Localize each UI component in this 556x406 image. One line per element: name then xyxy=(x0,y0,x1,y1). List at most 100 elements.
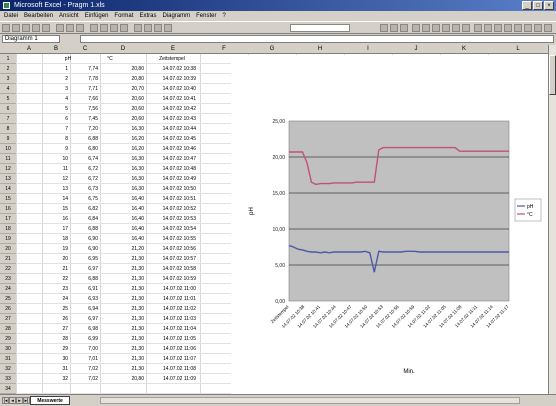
toolbar-button-28[interactable] xyxy=(494,24,502,32)
minimize-button[interactable]: _ xyxy=(522,1,532,10)
row-header[interactable]: 20 xyxy=(0,244,16,254)
row-header[interactable]: 23 xyxy=(0,274,16,284)
last-sheet-button[interactable]: ▸| xyxy=(23,397,30,404)
row-header[interactable]: 12 xyxy=(0,164,16,174)
toolbar-button-31[interactable] xyxy=(524,24,532,32)
row-header[interactable]: 13 xyxy=(0,174,16,184)
next-sheet-button[interactable]: ▸ xyxy=(16,397,23,404)
toolbar-button-32[interactable] xyxy=(534,24,542,32)
toolbar-button-24[interactable] xyxy=(452,24,460,32)
column-header-J[interactable]: J xyxy=(414,46,418,52)
row-header[interactable]: 26 xyxy=(0,304,16,314)
menu-item-2[interactable]: Ansicht xyxy=(59,13,79,19)
row-header[interactable]: 7 xyxy=(0,114,16,124)
row-header[interactable]: 19 xyxy=(0,234,16,244)
horizontal-scrollbar[interactable] xyxy=(100,397,520,404)
toolbar-button-0[interactable] xyxy=(2,24,10,32)
toolbar-button-21[interactable] xyxy=(422,24,430,32)
toolbar-button-2[interactable] xyxy=(22,24,30,32)
column-header-B[interactable]: B xyxy=(53,46,58,52)
toolbar-button-11[interactable] xyxy=(120,24,128,32)
toolbar-button-6[interactable] xyxy=(66,24,74,32)
column-header-I[interactable]: I xyxy=(367,46,369,52)
first-sheet-button[interactable]: |◂ xyxy=(2,397,9,404)
name-box[interactable]: Diagramm 1 xyxy=(2,35,60,43)
toolbar-button-22[interactable] xyxy=(432,24,440,32)
menu-item-4[interactable]: Format xyxy=(114,13,134,19)
menu-item-5[interactable]: Extras xyxy=(139,13,157,19)
column-header-C[interactable]: C xyxy=(82,46,88,52)
toolbar-button-18[interactable] xyxy=(390,24,398,32)
row-header[interactable]: 34 xyxy=(0,384,16,394)
maximize-button[interactable]: □ xyxy=(533,1,543,10)
row-header[interactable]: 16 xyxy=(0,204,16,214)
toolbar-button-5[interactable] xyxy=(56,24,64,32)
row-header[interactable]: 22 xyxy=(0,264,16,274)
row-header[interactable]: 21 xyxy=(0,254,16,264)
row-header[interactable]: 14 xyxy=(0,184,16,194)
toolbar-button-26[interactable] xyxy=(474,24,482,32)
scroll-thumb[interactable] xyxy=(549,55,556,95)
row-header[interactable]: 17 xyxy=(0,214,16,224)
toolbar-button-16[interactable] xyxy=(290,24,350,32)
row-header[interactable]: 27 xyxy=(0,314,16,324)
column-header-G[interactable]: G xyxy=(269,46,275,52)
row-header[interactable]: 10 xyxy=(0,144,16,154)
toolbar-button-12[interactable] xyxy=(134,24,142,32)
row-header[interactable]: 30 xyxy=(0,344,16,354)
sheet-tab-messwerte[interactable]: Messwerte xyxy=(30,396,70,405)
menu-item-7[interactable]: Fenster xyxy=(196,13,217,19)
column-header-K[interactable]: K xyxy=(461,46,466,52)
toolbar-button-23[interactable] xyxy=(442,24,450,32)
formula-input[interactable] xyxy=(80,35,554,43)
toolbar-button-9[interactable] xyxy=(100,24,108,32)
toolbar-button-13[interactable] xyxy=(144,24,152,32)
toolbar-button-14[interactable] xyxy=(154,24,162,32)
row-header[interactable]: 9 xyxy=(0,134,16,144)
row-header[interactable]: 29 xyxy=(0,334,16,344)
toolbar-button-17[interactable] xyxy=(380,24,388,32)
row-header[interactable]: 32 xyxy=(0,364,16,374)
menu-item-8[interactable]: ? xyxy=(222,13,226,19)
row-header[interactable]: 6 xyxy=(0,104,16,114)
row-header[interactable]: 18 xyxy=(0,224,16,234)
row-header[interactable]: 3 xyxy=(0,74,16,84)
toolbar-button-25[interactable] xyxy=(462,24,470,32)
toolbar-button-30[interactable] xyxy=(514,24,522,32)
row-header[interactable]: 1 xyxy=(0,54,16,64)
toolbar-button-29[interactable] xyxy=(504,24,512,32)
toolbar-button-20[interactable] xyxy=(412,24,420,32)
menu-item-3[interactable]: Einfügen xyxy=(84,13,109,19)
row-header[interactable]: 25 xyxy=(0,294,16,304)
row-header[interactable]: 2 xyxy=(0,64,16,74)
toolbar-button-7[interactable] xyxy=(76,24,84,32)
row-header[interactable]: 11 xyxy=(0,154,16,164)
toolbar-button-10[interactable] xyxy=(110,24,118,32)
column-header-H[interactable]: H xyxy=(317,46,323,52)
toolbar-button-1[interactable] xyxy=(12,24,20,32)
toolbar-button-27[interactable] xyxy=(484,24,492,32)
row-header[interactable]: 33 xyxy=(0,374,16,384)
toolbar-button-4[interactable] xyxy=(42,24,50,32)
menu-item-1[interactable]: Bearbeiten xyxy=(24,13,54,19)
toolbar-button-3[interactable] xyxy=(32,24,40,32)
line-chart[interactable]: 0,005,0010,0015,0020,0025,00pHZeitstempe… xyxy=(231,55,548,394)
menu-item-6[interactable]: Diagramm xyxy=(162,13,191,19)
row-header[interactable]: 24 xyxy=(0,284,16,294)
toolbar-button-8[interactable] xyxy=(90,24,98,32)
row-header[interactable]: 4 xyxy=(0,84,16,94)
column-header-E[interactable]: E xyxy=(170,46,175,52)
column-header-A[interactable]: A xyxy=(26,46,31,52)
row-header[interactable]: 5 xyxy=(0,94,16,104)
menu-item-0[interactable]: Datei xyxy=(4,13,19,19)
column-header-F[interactable]: F xyxy=(222,46,226,52)
chart-area[interactable]: 0,00 5,00 10,00 15,00 20,00 25,00 pH Zeitstempe… xyxy=(231,55,548,394)
toolbar-button-15[interactable] xyxy=(164,24,172,32)
toolbar-button-33[interactable] xyxy=(544,24,552,32)
vertical-scrollbar[interactable] xyxy=(548,45,556,394)
prev-sheet-button[interactable]: ◂ xyxy=(9,397,16,404)
close-button[interactable]: × xyxy=(544,1,554,10)
toolbar-button-19[interactable] xyxy=(400,24,408,32)
row-header[interactable]: 15 xyxy=(0,194,16,204)
column-header-D[interactable]: D xyxy=(120,46,126,52)
